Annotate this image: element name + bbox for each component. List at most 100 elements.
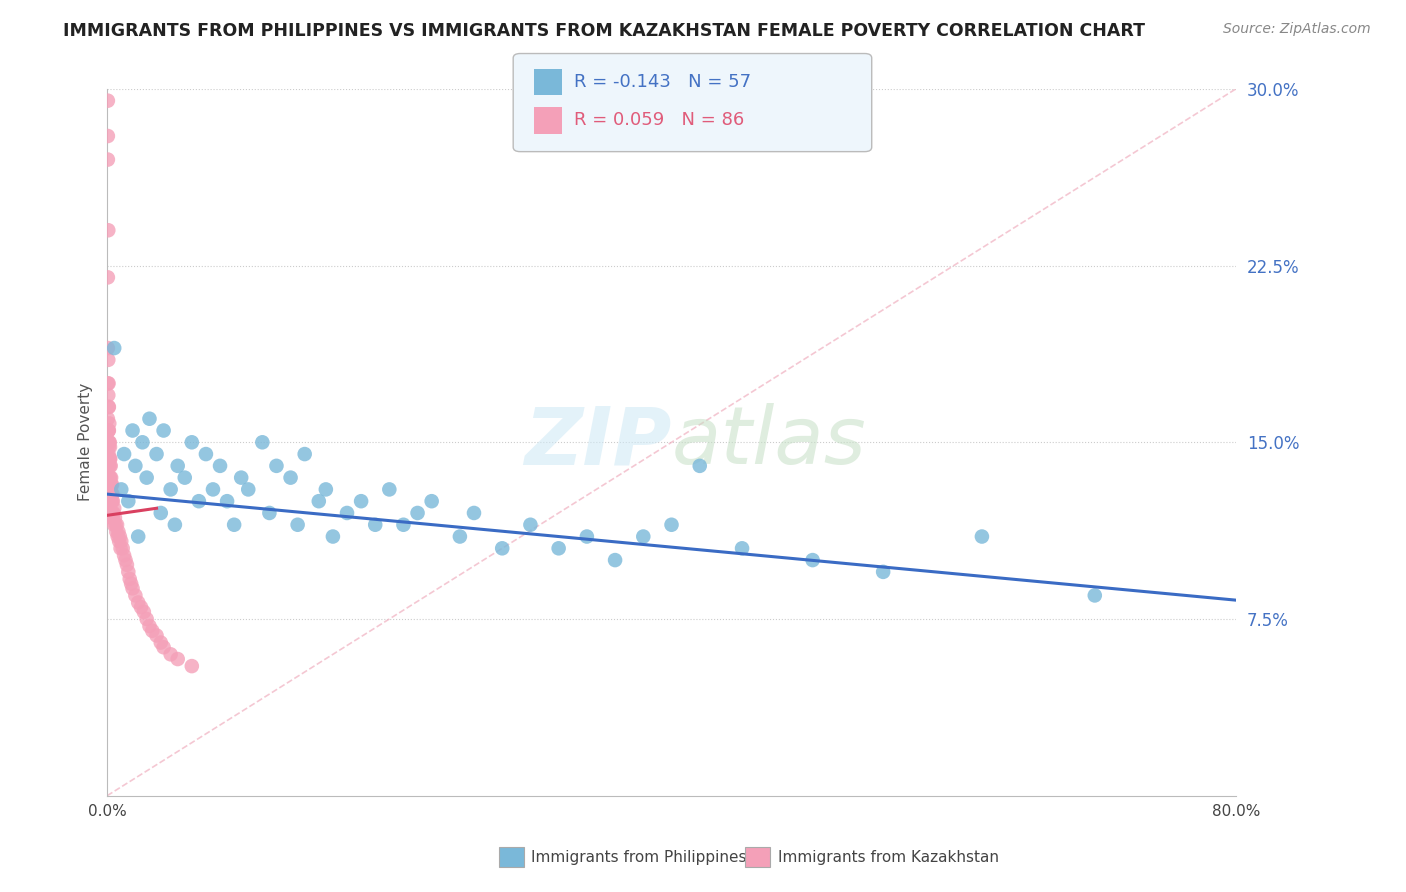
Point [406, 506, 429, 520]
Point [308, 494, 330, 508]
Point [97, 128, 120, 143]
Point [238, 483, 260, 497]
Point [97, 376, 120, 391]
Point [98, 440, 121, 454]
Point [135, 612, 157, 626]
Text: atlas: atlas [672, 403, 866, 482]
Point [97, 341, 120, 355]
Point [378, 483, 401, 497]
Point [463, 506, 485, 520]
Point [124, 589, 146, 603]
Point [336, 506, 359, 520]
Point [575, 529, 598, 543]
Point [97, 424, 120, 438]
Point [152, 424, 174, 438]
Point [661, 517, 683, 532]
Point [98, 451, 121, 466]
Point [101, 487, 124, 501]
Point [180, 435, 202, 450]
Point [100, 494, 122, 508]
Point [97, 447, 120, 461]
Point [108, 529, 131, 543]
Point [519, 517, 541, 532]
Point [110, 541, 132, 556]
Point [107, 524, 129, 539]
Point [98, 470, 121, 484]
Point [118, 572, 141, 586]
Point [224, 517, 246, 532]
Point [350, 494, 373, 508]
Text: R = -0.143   N = 57: R = -0.143 N = 57 [574, 73, 751, 91]
Point [97, 400, 120, 414]
Point [166, 652, 188, 666]
Point [105, 524, 128, 539]
Text: Immigrants from Philippines: Immigrants from Philippines [531, 850, 747, 864]
Point [135, 470, 157, 484]
Point [103, 517, 125, 532]
Point [731, 541, 754, 556]
Point [166, 458, 188, 473]
Point [689, 458, 711, 473]
Point [159, 648, 181, 662]
Point [97, 494, 120, 508]
Text: IMMIGRANTS FROM PHILIPPINES VS IMMIGRANTS FROM KAZAKHSTAN FEMALE POVERTY CORRELA: IMMIGRANTS FROM PHILIPPINES VS IMMIGRANT… [63, 22, 1146, 40]
Point [152, 640, 174, 655]
Point [97, 223, 120, 237]
Point [132, 605, 155, 619]
Point [252, 435, 274, 450]
Point [633, 529, 655, 543]
Point [801, 553, 824, 567]
Point [98, 470, 121, 484]
Point [145, 628, 167, 642]
Point [97, 270, 120, 285]
Point [315, 483, 337, 497]
Point [110, 534, 132, 549]
Point [120, 576, 142, 591]
Point [449, 529, 471, 543]
Point [97, 153, 120, 167]
Y-axis label: Female Poverty: Female Poverty [79, 384, 93, 501]
Point [392, 517, 415, 532]
Point [98, 451, 121, 466]
Point [112, 447, 135, 461]
Point [259, 506, 281, 520]
Point [127, 595, 149, 609]
Point [180, 659, 202, 673]
Point [97, 458, 120, 473]
Point [110, 483, 132, 497]
Point [138, 619, 160, 633]
Point [97, 400, 120, 414]
Point [114, 553, 136, 567]
Point [872, 565, 894, 579]
Point [173, 470, 195, 484]
Point [294, 447, 316, 461]
Point [127, 529, 149, 543]
Point [98, 487, 121, 501]
Point [104, 510, 127, 524]
Point [105, 517, 128, 532]
Point [100, 470, 122, 484]
Point [100, 510, 122, 524]
Point [420, 494, 443, 508]
Point [100, 458, 122, 473]
Point [231, 470, 253, 484]
Point [100, 494, 122, 508]
Point [97, 352, 120, 367]
Point [129, 600, 152, 615]
Point [280, 470, 302, 484]
Point [97, 388, 120, 402]
Point [124, 458, 146, 473]
Point [97, 483, 120, 497]
Text: ZIP: ZIP [524, 403, 672, 482]
Point [101, 494, 124, 508]
Point [101, 494, 124, 508]
Point [97, 470, 120, 484]
Point [287, 517, 309, 532]
Point [163, 517, 186, 532]
Point [103, 341, 125, 355]
Point [103, 506, 125, 520]
Point [149, 635, 172, 649]
Point [98, 417, 121, 431]
Point [101, 510, 124, 524]
Point [97, 376, 120, 391]
